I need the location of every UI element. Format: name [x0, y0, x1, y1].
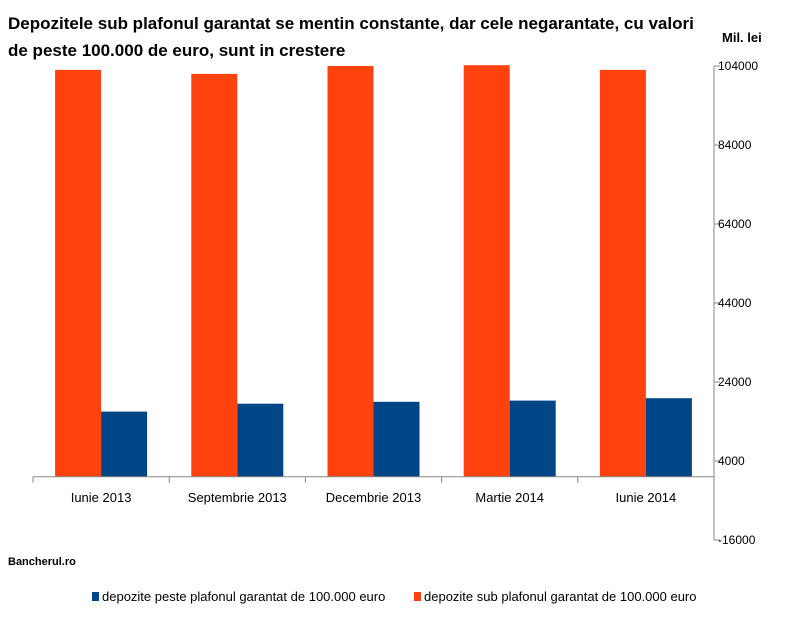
y-axis-unit-label: Mil. lei	[722, 30, 762, 45]
legend-swatch	[414, 592, 421, 601]
legend-entry-label: depozite peste plafonul garantat de 100.…	[102, 589, 385, 604]
bar-series-1-cat-3	[509, 400, 556, 477]
y-tick-label: 44000	[718, 296, 752, 310]
bar-series-1-cat-4	[645, 398, 692, 477]
bar-series-1-cat-2	[373, 401, 420, 477]
y-tick-label: 104000	[718, 59, 758, 73]
x-category-label: Septembrie 2013	[188, 490, 287, 505]
y-tick-label: 4000	[718, 454, 745, 468]
x-category-label: Iunie 2013	[71, 490, 132, 505]
legend-swatch	[92, 592, 99, 601]
bar-series-0-cat-0	[55, 69, 102, 477]
x-category-label: Decembrie 2013	[326, 490, 421, 505]
chart-title: Depozitele sub plafonul garantat se ment…	[8, 14, 694, 60]
source-label: Bancherul.ro	[8, 556, 76, 568]
bar-series-0-cat-3	[463, 65, 510, 477]
legend-entry-label: depozite sub plafonul garantat de 100.00…	[424, 589, 697, 604]
y-tick-label: -16000	[718, 533, 756, 547]
y-tick-label: 84000	[718, 138, 752, 152]
bar-series-0-cat-4	[599, 69, 646, 477]
y-tick-label: 24000	[718, 375, 752, 389]
bar-series-0-cat-2	[327, 66, 374, 477]
bar-series-0-cat-1	[191, 73, 238, 477]
x-category-label: Martie 2014	[475, 490, 544, 505]
x-category-label: Iunie 2014	[616, 490, 677, 505]
bar-series-1-cat-1	[237, 403, 284, 477]
bar-series-1-cat-0	[101, 411, 148, 477]
y-tick-label: 64000	[718, 217, 752, 231]
